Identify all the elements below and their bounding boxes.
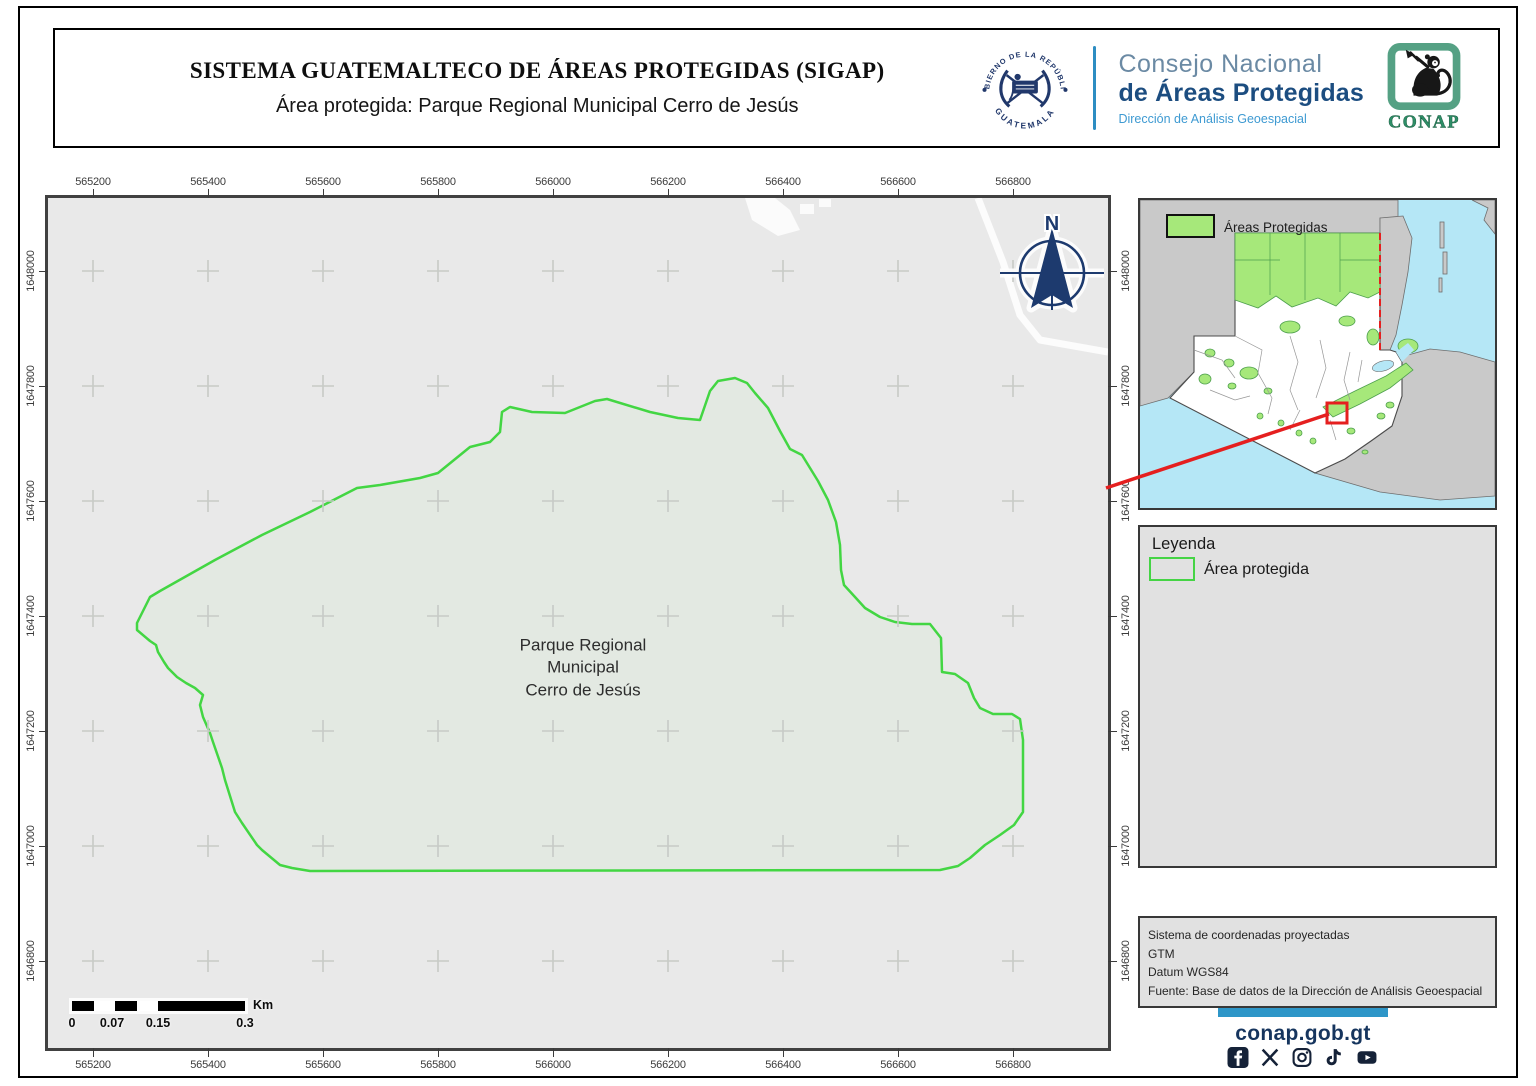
inset-legend-label: Áreas Protegidas (1224, 220, 1328, 235)
scale-bar: Km 0 0.07 0.15 0.3 (68, 998, 292, 1037)
svg-text:GUATEMALA: GUATEMALA (993, 106, 1057, 130)
org-name-line2: de Áreas Protegidas (1118, 79, 1364, 107)
scale-label: 0.07 (99, 1016, 125, 1030)
scale-unit-label: Km (253, 998, 274, 1012)
legend-swatch (1149, 557, 1195, 581)
government-seal-icon: GOBIERNO DE LA REPÚBLICA GUATEMALA (979, 42, 1068, 131)
conap-wordmark: Consejo Nacional de Áreas Protegidas Dir… (1118, 50, 1364, 126)
main-map: N Parque Regional Municipal Cerro de Jes… (45, 195, 1111, 1051)
scale-labels: 0 0.07 0.15 0.3 (68, 1016, 272, 1032)
facebook-icon (1227, 1047, 1249, 1068)
monkey-glyph (1412, 54, 1441, 97)
conap-logo-icon: CONAP (1387, 43, 1461, 131)
youtube-icon (1357, 1051, 1377, 1064)
header: SISTEMA GUATEMALTECO DE ÁREAS PROTEGIDAS… (53, 28, 1500, 148)
guatemala-inset-canvas: Áreas Protegidas (1139, 199, 1496, 508)
map-canvas: N (82, 198, 1108, 972)
legend-item-label: Área protegida (1204, 561, 1309, 578)
org-name-line1: Consejo Nacional (1118, 50, 1323, 78)
header-logos: GOBIERNO DE LA REPÚBLICA GUATEMALA (979, 42, 1498, 134)
roads-layer (745, 198, 1108, 356)
inset-legend-swatch (1166, 214, 1215, 238)
scale-label: 0 (68, 1016, 76, 1030)
seal-bottom-text: GUATEMALA (993, 106, 1055, 130)
instagram-icon (1292, 1048, 1312, 1067)
x-icon (1261, 1048, 1279, 1067)
protected-area-polygon (135, 376, 1025, 873)
tiktok-icon (1326, 1049, 1341, 1066)
page-title: SISTEMA GUATEMALTECO DE ÁREAS PROTEGIDAS… (189, 58, 885, 83)
inset-overview-map: Áreas Protegidas (1138, 198, 1497, 510)
page-subtitle: Área protegida: Parque Regional Municipa… (275, 95, 799, 117)
north-label: N (1045, 213, 1059, 235)
logo-divider (1093, 46, 1097, 130)
website-label: conap.gob.gt (1235, 1022, 1371, 1045)
conap-logo-text: CONAP (1388, 111, 1460, 131)
area-name-label: Parque Regional Municipal Cerro de Jesús (519, 635, 647, 700)
scale-bar-graphic (72, 1001, 245, 1011)
north-arrow-icon: N (1000, 211, 1104, 313)
scale-label: 0.3 (236, 1016, 254, 1030)
legend-panel: Leyenda Área protegida (1138, 525, 1497, 868)
social-icons-row (1227, 1047, 1379, 1068)
outer-frame (18, 6, 1518, 1078)
header-titles: SISTEMA GUATEMALTECO DE ÁREAS PROTEGIDAS… (55, 58, 979, 118)
org-subunit: Dirección de Análisis Geoespacial (1118, 112, 1307, 126)
legend-title: Leyenda (1152, 535, 1216, 553)
scale-label: 0.15 (145, 1016, 171, 1030)
coordinate-system-info: Sistema de coordenadas proyectadas GTM D… (1138, 916, 1497, 1008)
footer-accent-bar (1218, 1008, 1388, 1017)
